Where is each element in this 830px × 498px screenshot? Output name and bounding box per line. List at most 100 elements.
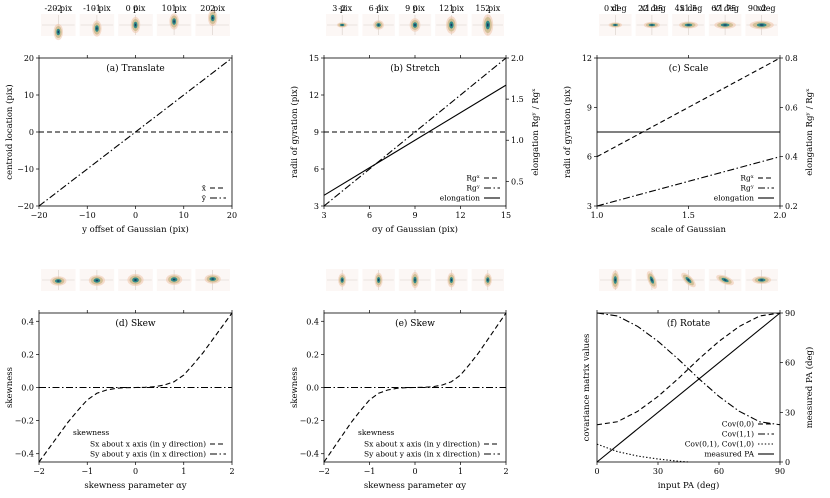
y-tick-label: 6 [587,153,592,162]
gaussian-blob [714,21,736,29]
gaussian-peak [486,23,489,27]
series-line [596,57,781,158]
x-tick-label: 0 [133,211,138,220]
thumbnail-label: 0 [412,4,417,13]
legend: x̄ȳ [201,184,226,203]
x-tick-label: 2 [229,467,234,476]
gaussian-peak [134,279,137,281]
x-tick-label: 90 [775,467,785,476]
gaussian-peak [450,278,453,282]
y-axis-label: covariance matrix values [582,334,592,442]
y2-tick-label: 0.6 [785,103,798,112]
gaussian-blob [446,16,457,34]
y-tick-label: 9 [314,128,319,137]
legend-label: Rgʸ [740,184,754,193]
y2-tick-label: 1.5 [511,95,524,104]
gaussian-blob [409,18,421,32]
series-line [323,57,507,207]
thumbnail-label: 10 pix [162,4,187,13]
gaussian-peak [377,278,380,282]
x-axis-label: skewness parameter αy [84,481,186,491]
series-line [596,156,781,207]
x-axis-label: σy of Gaussian (pix) [372,224,458,235]
chart-stretch: 3 6 9 12 15 3 6 9 12 15 0.5 1.0 1.5 2.0 σy of Gaussian… [289,54,541,235]
panel-title: (e) Skew [395,318,435,329]
gaussian-blob [127,273,144,287]
x-tick-label: −2 [318,467,330,476]
thumbnail-label: -2 [338,4,346,13]
gaussian-peak [134,23,137,27]
gaussian-peak [377,24,380,26]
legend-label: Sx about x axis (in y direction) [90,440,206,449]
y2-axis-label: elongation Rgʸ / Rgˣ [805,88,815,176]
y-tick-label: 0 [29,128,34,137]
gaussian-blob [482,14,494,36]
x-tick-label: −1 [364,467,376,476]
x-tick-label: 15 [501,211,511,220]
y-axis-label: centroid location (pix) [4,84,15,179]
x-tick-label: 12 [455,211,465,220]
y-tick-label: −0.4 [300,450,319,459]
x-axis-label: y offset of Gaussian (pix) [81,224,189,235]
y-axis-label: radii of gyration (pix) [289,86,300,178]
gaussian-peak [651,278,653,282]
thumbnail-label: x2 [757,4,767,13]
chart-translate: −20 −10 0 10 20 −20 −10 0 10 20 y offset of Gaussi… [4,54,237,235]
gaussian-peak [723,279,727,281]
thumbnail-label: -20 pix [44,4,72,13]
x-tick-label: 2 [503,467,508,476]
gaussian-peak [487,278,489,282]
x-axis-label: input PA (deg) [658,480,720,491]
thumbnail-label: 3 pix [332,4,352,13]
y-tick-label: 6 [314,165,319,174]
gaussian-peak [57,30,60,34]
y-tick-label: 0.2 [21,350,34,359]
y2-axis-label: elongation Rgʸ / Rgˣ [531,88,541,176]
gaussian-peak [96,27,98,30]
y2-tick-label: 0.2 [785,202,798,211]
thumbnail-label: 12 pix [439,4,464,13]
thumbnail-strip: -2 -1 0 1 2 [326,4,504,291]
thumbnail-label: 90 deg [748,4,776,13]
gaussian-peak [414,278,416,282]
gaussian-blob [681,272,696,288]
x-tick-label: −10 [79,211,96,220]
gaussian-peak [614,278,616,282]
legend-label: elongation [440,194,480,203]
thumbnail-label: 1 [449,4,454,13]
legend-label: ȳ [201,194,207,203]
thumbnail-label: 20 pix [200,4,225,13]
chart-scale: 1.0 1.5 2.0 3 6 9 12 0.2 0.4 0.6 0.8 scale of Gauss… [562,54,815,235]
thumbnail-label: -1 [375,4,383,13]
x-tick-label: 9 [412,211,417,220]
thumbnail-label: 6 pix [369,4,389,13]
y-tick-label: 20 [24,54,34,63]
legend-label: Rgˣ [466,174,480,183]
panel-title: (d) Skew [115,318,156,329]
gaussian-blob [207,9,218,27]
y-tick-label: 9 [587,103,592,112]
gaussian-blob [169,13,179,30]
gaussian-peak [95,279,99,282]
gaussian-peak [687,278,690,282]
thumbnail-label: 0 [133,4,138,13]
gaussian-peak [686,24,691,26]
thumbnail-label: -10 pix [83,4,111,13]
y-tick-label: 15 [309,54,319,63]
gaussian-blob [716,274,734,286]
x-axis-label: scale of Gaussian [651,225,726,235]
series-line [38,57,233,207]
x-tick-label: 10 [179,211,189,220]
legend-title: skewness [73,428,109,437]
y-tick-label: −20 [17,202,34,211]
thumbnail-label: 9 pix [405,4,425,13]
y2-tick-label: 60 [785,359,795,368]
series-line [596,312,781,463]
x-tick-label: 1.5 [682,211,695,220]
legend-label: Rgˣ [740,174,754,183]
axes-frame [596,312,781,463]
gaussian-blob [338,273,347,287]
